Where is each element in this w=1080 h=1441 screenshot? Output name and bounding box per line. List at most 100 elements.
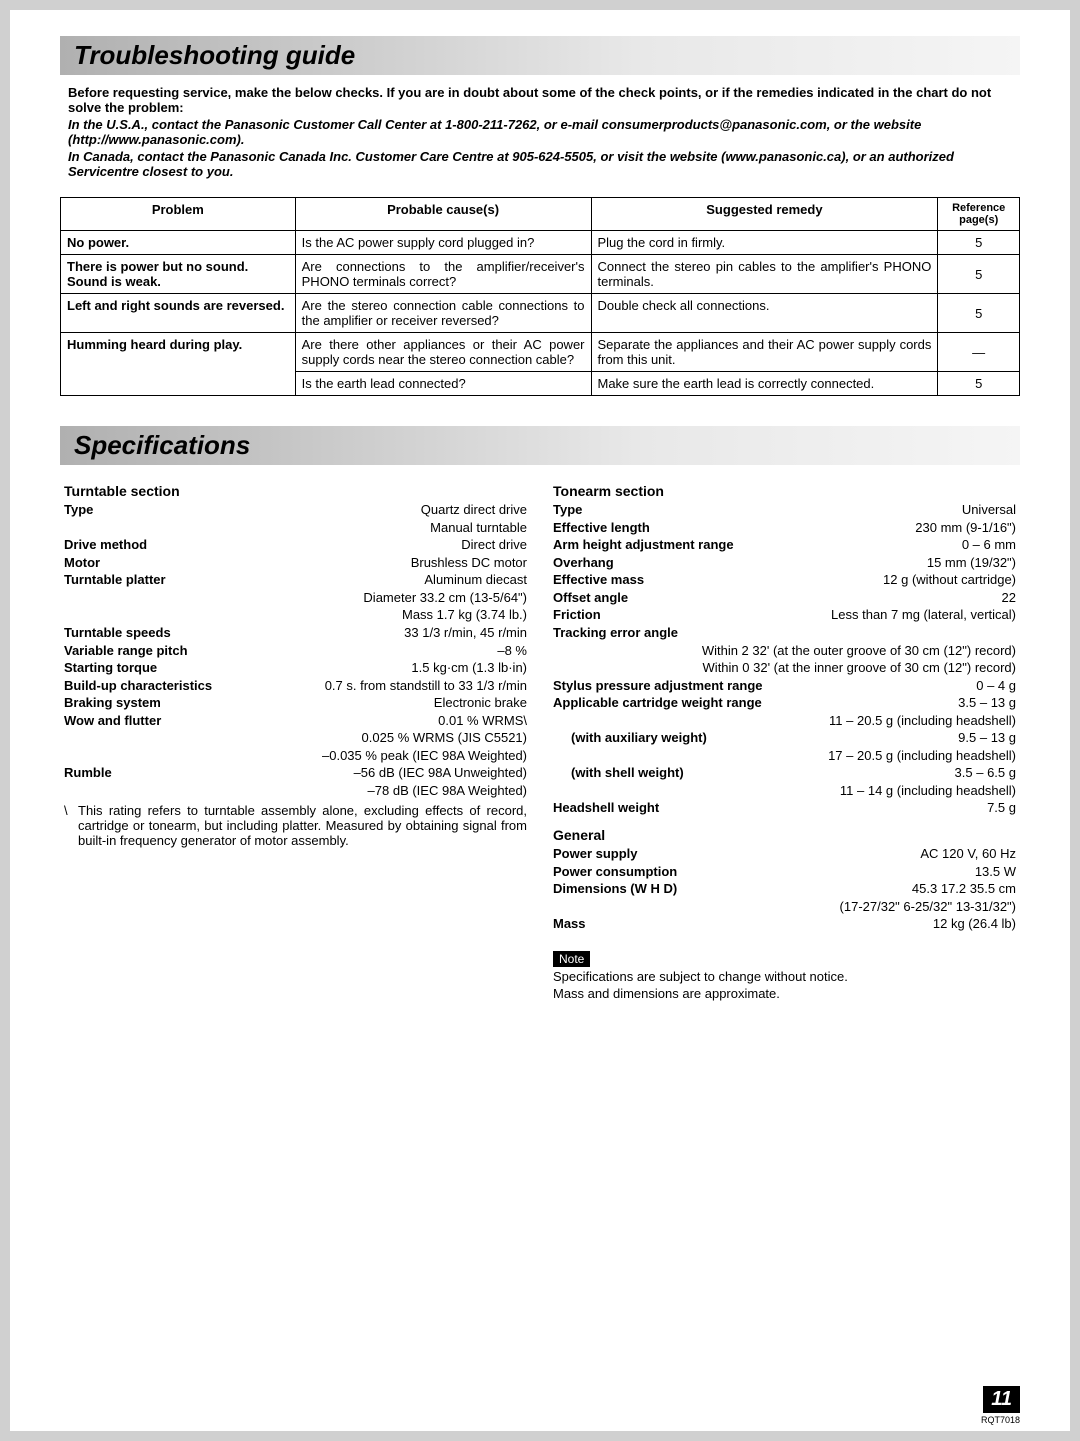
- spec-value: 12 kg (26.4 lb): [594, 915, 1016, 933]
- intro-text: Before requesting service, make the belo…: [68, 85, 1012, 179]
- spec-row: Variable range pitch–8 %: [64, 642, 527, 660]
- spec-row: 0.025 % WRMS (JIS C5521): [64, 729, 527, 747]
- footnote-text: This rating refers to turntable assembly…: [78, 803, 527, 848]
- spec-value: Quartz direct drive: [101, 501, 527, 519]
- spec-value: 9.5 – 13 g: [715, 729, 1016, 747]
- spec-value: (17-27/32" 6-25/32" 13-31/32"): [553, 898, 1016, 916]
- spec-row: Build-up characteristics0.7 s. from stan…: [64, 677, 527, 695]
- spec-row: Manual turntable: [64, 519, 527, 537]
- spec-row: Effective length230 mm (9-1/16"): [553, 519, 1016, 537]
- spec-row: Turntable speeds33 1/3 r/min, 45 r/min: [64, 624, 527, 642]
- spec-value: Within 0 32' (at the inner groove of 30 …: [571, 659, 1016, 677]
- spec-value: 230 mm (9-1/16"): [658, 519, 1016, 537]
- cell-ref: 5: [938, 255, 1020, 294]
- troubleshooting-title: Troubleshooting guide: [74, 40, 1006, 71]
- note-label: Note: [553, 951, 590, 967]
- spec-value: 33 1/3 r/min, 45 r/min: [179, 624, 527, 642]
- spec-label: Rumble: [64, 764, 120, 782]
- cell-cause: Are there other appliances or their AC p…: [295, 333, 591, 372]
- spec-value: Aluminum diecast: [174, 571, 527, 589]
- tonearm-heading: Tonearm section: [553, 483, 1016, 499]
- spec-label: Dimensions (W H D): [553, 880, 685, 898]
- cell-cause: Is the earth lead connected?: [295, 372, 591, 396]
- spec-value: 11 – 14 g (including headshell): [553, 782, 1016, 800]
- spec-row: TypeQuartz direct drive: [64, 501, 527, 519]
- spec-row: Tracking error angle: [553, 624, 1016, 642]
- spec-row: Headshell weight7.5 g: [553, 799, 1016, 817]
- document-code: RQT7018: [981, 1415, 1020, 1425]
- spec-label: Wow and flutter: [64, 712, 169, 730]
- spec-row: Applicable cartridge weight range3.5 – 1…: [553, 694, 1016, 712]
- spec-label: Overhang: [553, 554, 622, 572]
- spec-label: Starting torque: [64, 659, 165, 677]
- note-line: Mass and dimensions are approximate.: [553, 986, 1016, 1001]
- spec-label: Turntable speeds: [64, 624, 179, 642]
- spec-row: MotorBrushless DC motor: [64, 554, 527, 572]
- spec-label: Mass: [553, 915, 594, 933]
- spec-row: Drive methodDirect drive: [64, 536, 527, 554]
- spec-row: 17 – 20.5 g (including headshell): [553, 747, 1016, 765]
- spec-value: 7.5 g: [667, 799, 1016, 817]
- tonearm-rows: TypeUniversalEffective length230 mm (9-1…: [553, 501, 1016, 817]
- spec-value: –78 dB (IEC 98A Weighted): [64, 782, 527, 800]
- intro-lead: Before requesting service, make the belo…: [68, 85, 991, 115]
- spec-row: Diameter 33.2 cm (13-5/64"): [64, 589, 527, 607]
- turntable-rows: TypeQuartz direct driveManual turntableD…: [64, 501, 527, 799]
- spec-label: Stylus pressure adjustment range: [553, 677, 771, 695]
- spec-label: Arm height adjustment range: [553, 536, 742, 554]
- spec-row: Within 2 32' (at the outer groove of 30 …: [553, 642, 1016, 660]
- spec-value: Universal: [590, 501, 1016, 519]
- spec-row: Rumble–56 dB (IEC 98A Unweighted): [64, 764, 527, 782]
- cell-problem: There is power but no sound. Sound is we…: [61, 255, 296, 294]
- spec-label: Type: [553, 501, 590, 519]
- spec-row: 11 – 20.5 g (including headshell): [553, 712, 1016, 730]
- right-column: Tonearm section TypeUniversalEffective l…: [553, 477, 1016, 1001]
- cell-remedy: Connect the stereo pin cables to the amp…: [591, 255, 938, 294]
- spec-value: Less than 7 mg (lateral, vertical): [609, 606, 1016, 624]
- spec-value: 0 – 4 g: [771, 677, 1016, 695]
- manual-page: Troubleshooting guide Before requesting …: [10, 10, 1070, 1431]
- spec-row: Within 0 32' (at the inner groove of 30 …: [553, 659, 1016, 677]
- spec-value: 15 mm (19/32"): [622, 554, 1016, 572]
- th-remedy: Suggested remedy: [591, 198, 938, 231]
- spec-label: Motor: [64, 554, 108, 572]
- spec-row: Wow and flutter0.01 % WRMS\: [64, 712, 527, 730]
- cell-remedy: Double check all connections.: [591, 294, 938, 333]
- spec-row: (with auxiliary weight)9.5 – 13 g: [553, 729, 1016, 747]
- spec-value: 0.7 s. from standstill to 33 1/3 r/min: [220, 677, 527, 695]
- spec-label: Tracking error angle: [553, 624, 686, 642]
- spec-value: Diameter 33.2 cm (13-5/64"): [64, 589, 527, 607]
- note-lines: Specifications are subject to change wit…: [553, 969, 1016, 1001]
- spec-label: Drive method: [64, 536, 155, 554]
- specifications-block: Specifications Turntable section TypeQua…: [60, 426, 1020, 1001]
- spec-row: (17-27/32" 6-25/32" 13-31/32"): [553, 898, 1016, 916]
- spec-value: 1.5 kg·cm (1.3 lb·in): [165, 659, 527, 677]
- spec-label: Power supply: [553, 845, 646, 863]
- spec-value: 45.3 17.2 35.5 cm: [685, 880, 1016, 898]
- spec-label: (with auxiliary weight): [571, 729, 715, 747]
- spec-label: Applicable cartridge weight range: [553, 694, 770, 712]
- specifications-title-bar: Specifications: [60, 426, 1020, 465]
- cell-ref: 5: [938, 294, 1020, 333]
- troubleshooting-body: No power.Is the AC power supply cord plu…: [61, 231, 1020, 396]
- spec-label: Type: [64, 501, 101, 519]
- spec-row: Offset angle22: [553, 589, 1016, 607]
- spec-row: Mass12 kg (26.4 lb): [553, 915, 1016, 933]
- spec-row: Braking systemElectronic brake: [64, 694, 527, 712]
- cell-cause: Are the stereo connection cable connecti…: [295, 294, 591, 333]
- general-heading: General: [553, 827, 1016, 843]
- spec-row: –0.035 % peak (IEC 98A Weighted): [64, 747, 527, 765]
- spec-value: 13.5 W: [685, 863, 1016, 881]
- spec-label: Braking system: [64, 694, 169, 712]
- cell-problem: Left and right sounds are reversed.: [61, 294, 296, 333]
- spec-label: Power consumption: [553, 863, 685, 881]
- cell-ref: 5: [938, 372, 1020, 396]
- cell-problem: No power.: [61, 231, 296, 255]
- spec-row: Stylus pressure adjustment range0 – 4 g: [553, 677, 1016, 695]
- spec-value: Direct drive: [155, 536, 527, 554]
- spec-label: Headshell weight: [553, 799, 667, 817]
- spec-row: Power consumption13.5 W: [553, 863, 1016, 881]
- spec-value: Within 2 32' (at the outer groove of 30 …: [571, 642, 1016, 660]
- spec-value: AC 120 V, 60 Hz: [646, 845, 1016, 863]
- th-cause: Probable cause(s): [295, 198, 591, 231]
